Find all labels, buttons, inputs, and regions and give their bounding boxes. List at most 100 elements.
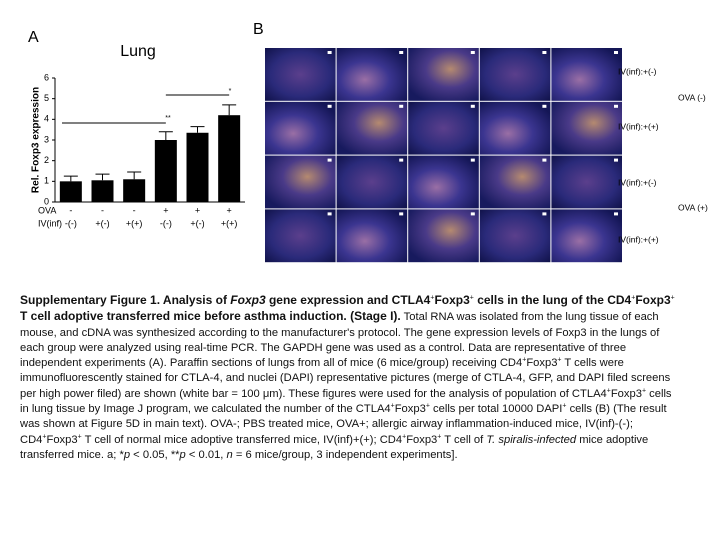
micrograph [479,101,551,155]
error-bar [222,104,237,116]
y-tick-label: 0 [44,196,49,206]
annotation: ** [165,115,171,122]
caption-run: + [562,402,567,410]
scale-bar [399,158,404,162]
row-label: IV(inf):+(-) [618,177,657,187]
bar [59,181,82,202]
caption-run: < 0.05, ** [130,448,180,461]
caption-run: mice adoptive transferred mice. a; * [20,433,649,461]
group-label: OVA (+) [678,202,708,212]
bar [123,179,146,202]
caption-run: cells (B) (The result was shown at Figur… [20,403,667,446]
scale-bar [399,104,404,108]
caption-run: Supplementary Figure 1. Analysis of [20,293,231,307]
category-row-name: OVA [38,205,56,215]
row-label: IV(inf):+(+) [618,121,659,131]
caption-run: Foxp3 [635,293,671,307]
caption-run: + [631,294,636,302]
caption-run: + [437,432,442,440]
caption-run: + [606,387,611,395]
scale-bar [470,212,475,216]
scale-bar [470,158,475,162]
x-tick-label: -(-) [160,218,172,228]
error-bar [190,126,205,133]
scale-bar [542,104,547,108]
chart-title: Lung [120,43,156,60]
micrograph [479,48,551,101]
y-axis-label: Rel. Foxp3 expression [31,87,42,193]
micrograph [265,155,336,209]
scale-bar [614,51,618,54]
caption-run: Foxp3 [434,293,470,307]
caption-run: T cell adoptive transferred mice before … [20,309,401,324]
y-tick-label: 5 [44,93,49,103]
category-row-name: IV(inf) [38,218,62,228]
group-label: OVA (-) [678,92,706,102]
micrograph [265,101,336,155]
caption-run: < 0.01, [185,448,227,461]
micrograph [265,209,336,263]
x-tick-label: +(-) [95,218,109,228]
caption-run: + [641,387,647,395]
scale-bar [327,104,332,108]
bar [154,140,177,202]
micrograph [336,155,408,209]
micrograph [265,48,336,101]
x-tick-label: + [227,205,232,215]
x-tick-label: + [163,205,168,215]
caption-run: + [77,432,82,440]
caption-run: + [670,294,675,302]
caption-run: + [469,294,474,302]
bar [186,132,209,202]
x-tick-label: +(+) [221,218,238,228]
caption-run: Foxp3 [610,387,642,400]
caption-run: + [425,402,430,410]
error-bar [63,175,78,182]
micrograph [479,155,551,209]
panel-label: A [28,29,39,46]
error-bar [127,171,142,180]
micrograph [551,48,622,101]
caption-run: cells in lung tissue by Image J program,… [20,387,672,416]
scale-bar [470,51,475,54]
annotation: * [229,88,232,95]
caption-run: p [179,448,186,461]
scale-bar [399,212,404,216]
scale-bar [327,212,332,216]
scale-bar [542,51,547,54]
caption-run: gene expression and CTLA4 [265,293,431,307]
scale-bar [614,212,618,216]
scale-bar [399,51,404,54]
caption-run: Foxp3 [46,433,78,446]
panel-label: B [253,21,264,38]
scale-bar [614,104,618,108]
micrograph [408,101,479,155]
x-tick-label: + [195,205,200,215]
caption-run: + [430,294,435,302]
bar [218,115,241,202]
x-tick-label: - [101,205,104,215]
caption-run: Foxp3 [230,293,266,307]
micrograph [551,155,622,209]
bar [91,180,114,202]
caption-run: = 6 mice/group, 3 independent experiment… [232,448,458,461]
micrograph [336,209,408,263]
scale-bar [614,158,618,162]
caption-run: + [390,402,395,410]
micrograph [408,155,479,209]
caption-run: T cell of normal mice adoptive transferr… [81,433,403,446]
x-tick-label: +(-) [190,218,204,228]
y-tick-label: 6 [44,72,49,82]
caption-run: T cell of [441,433,487,446]
caption-run: cells in the lung of the CD4 [473,293,632,307]
error-bar [95,173,110,181]
micrograph [408,48,479,101]
y-tick-label: 4 [44,114,49,124]
figure: A B Lung Rel. Foxp3 expression 0 1 2 3 4 5 6 OV… [28,21,708,263]
scale-bar [327,51,332,54]
x-tick-label: - [69,205,72,215]
y-tick-label: 3 [44,134,49,144]
caption-run: T. spiralis-infected [486,433,577,446]
caption-run: Total RNA was isolated from the lung tis… [20,311,660,370]
